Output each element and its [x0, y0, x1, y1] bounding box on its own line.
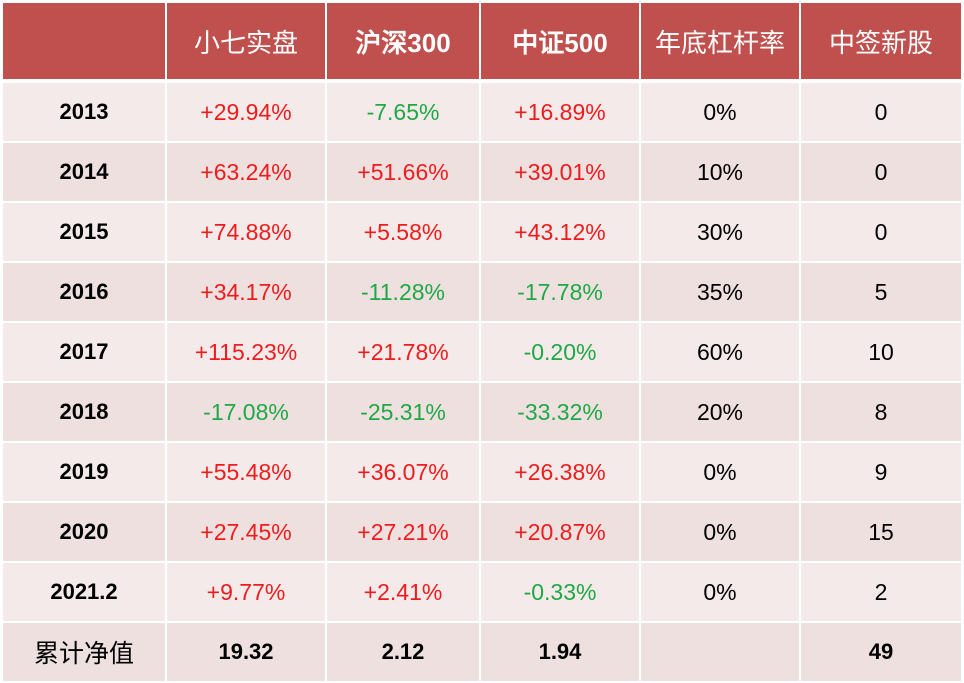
table-row: 2013 +29.94% -7.65% +16.89% 0% 0: [3, 83, 961, 143]
zz500-cell: +39.01%: [481, 143, 641, 203]
xiaoqi-cell: +74.88%: [167, 203, 327, 263]
table-row: 2018 -17.08% -25.31% -33.32% 20% 8: [3, 383, 961, 443]
ipo-cell: 0: [801, 143, 961, 203]
xiaoqi-cell: +34.17%: [167, 263, 327, 323]
total-xiaoqi: 19.32: [167, 623, 327, 683]
xiaoqi-cell: -17.08%: [167, 383, 327, 443]
header-ipo: 中签新股: [801, 3, 961, 83]
leverage-cell: 0%: [641, 503, 801, 563]
total-row: 累计净值 19.32 2.12 1.94 49: [3, 623, 961, 683]
zz500-cell: -33.32%: [481, 383, 641, 443]
total-hs300: 2.12: [327, 623, 481, 683]
table-body: 2013 +29.94% -7.65% +16.89% 0% 0 2014 +6…: [3, 83, 961, 683]
zz500-cell: -0.33%: [481, 563, 641, 623]
hs300-cell: +21.78%: [327, 323, 481, 383]
ipo-cell: 2: [801, 563, 961, 623]
year-cell: 2017: [3, 323, 167, 383]
total-zz500: 1.94: [481, 623, 641, 683]
performance-table: 小七实盘 沪深300 中证500 年底杠杆率 中签新股 2013 +29.94%…: [3, 3, 961, 683]
xiaoqi-cell: +9.77%: [167, 563, 327, 623]
year-cell: 2013: [3, 83, 167, 143]
xiaoqi-cell: +55.48%: [167, 443, 327, 503]
leverage-cell: 35%: [641, 263, 801, 323]
year-cell: 2016: [3, 263, 167, 323]
xiaoqi-cell: +27.45%: [167, 503, 327, 563]
total-leverage: [641, 623, 801, 683]
total-ipo: 49: [801, 623, 961, 683]
header-corner: [3, 3, 167, 83]
year-cell: 2014: [3, 143, 167, 203]
header-hs300: 沪深300: [327, 3, 481, 83]
year-cell: 2015: [3, 203, 167, 263]
ipo-cell: 8: [801, 383, 961, 443]
table-row: 2016 +34.17% -11.28% -17.78% 35% 5: [3, 263, 961, 323]
zz500-cell: +16.89%: [481, 83, 641, 143]
leverage-cell: 20%: [641, 383, 801, 443]
table-header: 小七实盘 沪深300 中证500 年底杠杆率 中签新股: [3, 3, 961, 83]
header-leverage: 年底杠杆率: [641, 3, 801, 83]
header-zz500: 中证500: [481, 3, 641, 83]
leverage-cell: 0%: [641, 563, 801, 623]
leverage-cell: 0%: [641, 83, 801, 143]
zz500-cell: +43.12%: [481, 203, 641, 263]
ipo-cell: 5: [801, 263, 961, 323]
table-row: 2021.2 +9.77% +2.41% -0.33% 0% 2: [3, 563, 961, 623]
year-cell: 2021.2: [3, 563, 167, 623]
xiaoqi-cell: +115.23%: [167, 323, 327, 383]
ipo-cell: 0: [801, 83, 961, 143]
year-cell: 2020: [3, 503, 167, 563]
hs300-cell: +36.07%: [327, 443, 481, 503]
xiaoqi-cell: +29.94%: [167, 83, 327, 143]
zz500-cell: -0.20%: [481, 323, 641, 383]
hs300-cell: +5.58%: [327, 203, 481, 263]
hs300-cell: -7.65%: [327, 83, 481, 143]
year-cell: 2019: [3, 443, 167, 503]
total-label: 累计净值: [3, 623, 167, 683]
year-cell: 2018: [3, 383, 167, 443]
zz500-cell: +26.38%: [481, 443, 641, 503]
hs300-cell: +2.41%: [327, 563, 481, 623]
header-row: 小七实盘 沪深300 中证500 年底杠杆率 中签新股: [3, 3, 961, 83]
hs300-cell: -25.31%: [327, 383, 481, 443]
xiaoqi-cell: +63.24%: [167, 143, 327, 203]
table-row: 2015 +74.88% +5.58% +43.12% 30% 0: [3, 203, 961, 263]
table-row: 2020 +27.45% +27.21% +20.87% 0% 15: [3, 503, 961, 563]
ipo-cell: 0: [801, 203, 961, 263]
table-row: 2017 +115.23% +21.78% -0.20% 60% 10: [3, 323, 961, 383]
ipo-cell: 9: [801, 443, 961, 503]
ipo-cell: 10: [801, 323, 961, 383]
zz500-cell: +20.87%: [481, 503, 641, 563]
leverage-cell: 10%: [641, 143, 801, 203]
hs300-cell: +27.21%: [327, 503, 481, 563]
ipo-cell: 15: [801, 503, 961, 563]
zz500-cell: -17.78%: [481, 263, 641, 323]
hs300-cell: -11.28%: [327, 263, 481, 323]
hs300-cell: +51.66%: [327, 143, 481, 203]
header-xiaoqi: 小七实盘: [167, 3, 327, 83]
table-row: 2019 +55.48% +36.07% +26.38% 0% 9: [3, 443, 961, 503]
leverage-cell: 0%: [641, 443, 801, 503]
leverage-cell: 60%: [641, 323, 801, 383]
leverage-cell: 30%: [641, 203, 801, 263]
table-row: 2014 +63.24% +51.66% +39.01% 10% 0: [3, 143, 961, 203]
